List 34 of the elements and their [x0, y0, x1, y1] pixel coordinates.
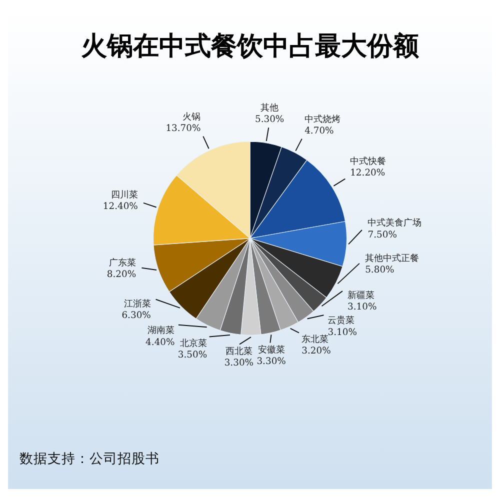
slice-label: 云贵菜	[328, 315, 355, 326]
data-label: 4.40%	[146, 336, 176, 348]
chart-title: 火锅在中式餐饮中占最大份额	[81, 31, 420, 62]
data-label: 3.50%	[178, 350, 208, 361]
data-label: 3.30%	[256, 356, 286, 368]
data-label: 12.40%	[102, 200, 138, 212]
data-label: 4.70%	[304, 126, 334, 137]
data-label: 5.30%	[254, 114, 284, 125]
data-label: 12.20%	[350, 168, 386, 179]
slice-label: 西北菜	[225, 346, 252, 357]
data-label: 13.70%	[166, 123, 201, 134]
slice-label: 火锅	[182, 111, 201, 122]
data-label: 3.20%	[302, 345, 332, 356]
slice-label: 东北菜	[302, 334, 329, 345]
slice-label: 四川菜	[110, 189, 138, 200]
slice-label: 其他	[260, 102, 279, 114]
slice-label: 新疆菜	[348, 290, 375, 301]
data-label: 5.80%	[365, 264, 395, 276]
data-label: 8.20%	[106, 269, 136, 280]
data-label: 3.10%	[328, 326, 358, 338]
slice-label: 湖南菜	[148, 325, 175, 336]
slice-label: 江浙菜	[124, 298, 151, 310]
slice-label: 北京菜	[180, 338, 208, 349]
data-label: 6.30%	[122, 310, 152, 322]
data-label: 3.10%	[348, 301, 377, 312]
slice-label: 安徽菜	[258, 344, 285, 356]
data-label: 7.50%	[368, 229, 398, 240]
slice-label: 中式快餐	[350, 156, 386, 168]
slice-label: 广东菜	[109, 258, 136, 269]
slice-label: 中式烧烤	[304, 114, 341, 126]
slice-label: 其他中式正餐	[365, 252, 420, 264]
text: 数据支持：公司招股书	[20, 450, 160, 467]
slice-label: 中式美食广场	[368, 218, 422, 229]
data-label: 3.30%	[224, 358, 254, 369]
